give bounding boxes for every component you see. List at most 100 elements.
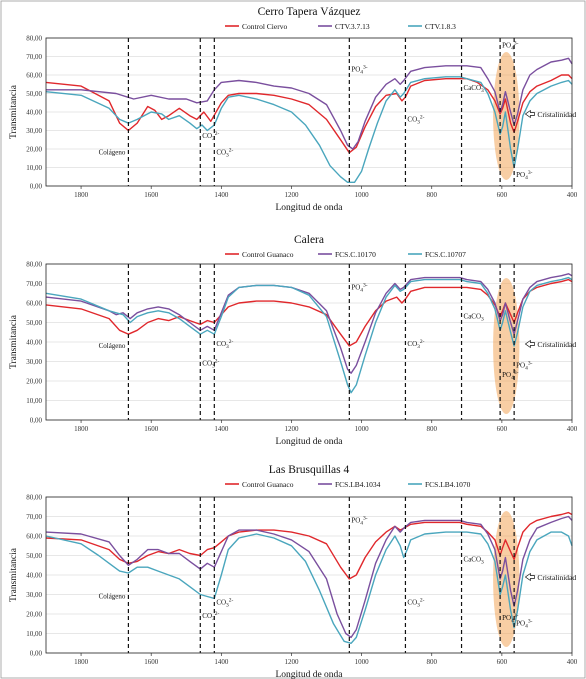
band-annotation: CaCO3 [464, 84, 485, 94]
chart-panel-3: Las Brusquillas 4 Control Guanaco FCS.LB4.… [9, 464, 578, 679]
band-annotation: CO32- [407, 339, 424, 350]
chart-panel-1: Cerro Tapera Vázquez Control Ciervo CTV.3.… [9, 6, 578, 213]
band-annotation: PO43- [502, 370, 518, 381]
band-annotation: CaCO3 [464, 313, 485, 323]
plot-frame [45, 263, 573, 421]
crystallinity-highlight [493, 278, 520, 414]
y-tick-label: 20,00 [26, 146, 42, 154]
crystallinity-label: Cristalinidad [537, 110, 576, 119]
y-tick-label: 0,00 [30, 417, 43, 425]
legend-entry: FCS.LB4.1034 [335, 480, 381, 489]
y-tick-label: 0,00 [30, 183, 43, 191]
series-line [45, 511, 573, 580]
legend-entry: CTV.3.7.13 [335, 22, 370, 31]
band-annotation: CO32- [407, 597, 424, 608]
x-tick-label: 800 [426, 658, 437, 666]
y-tick-label: 20,00 [26, 611, 42, 619]
y-tick-label: 10,00 [26, 397, 42, 405]
band-annotation: Colágeno [99, 149, 126, 157]
series-line [45, 276, 573, 394]
legend-entry: CTV.1.8.3 [425, 22, 456, 31]
x-tick-label: 400 [567, 658, 578, 666]
y-tick-label: 70,00 [26, 280, 42, 288]
band-annotation: PO43- [351, 515, 367, 526]
x-tick-label: 600 [497, 425, 508, 433]
x-axis-label: Longitud de onda [275, 670, 343, 679]
chart-title: Las Brusquillas 4 [269, 464, 350, 476]
y-tick-label: 10,00 [26, 630, 42, 638]
x-tick-label: 400 [567, 191, 578, 199]
y-tick-label: 50,00 [26, 552, 42, 560]
series-line [45, 531, 573, 644]
series-line [45, 76, 573, 183]
y-tick-label: 80,00 [26, 35, 42, 43]
x-tick-label: 400 [567, 425, 578, 433]
band-annotation: Colágeno [99, 342, 126, 350]
y-tick-label: 70,00 [26, 513, 42, 521]
y-tick-label: 80,00 [26, 494, 42, 502]
x-tick-label: 1400 [214, 191, 229, 199]
band-annotation: PO43- [502, 613, 518, 624]
y-axis-label: Transmitancia [9, 547, 19, 602]
legend-entry: Control Guanaco [242, 250, 294, 259]
band-annotation: PO43- [516, 170, 532, 181]
series-line [45, 278, 573, 347]
x-tick-label: 1000 [355, 425, 370, 433]
y-tick-label: 10,00 [26, 164, 42, 172]
x-tick-label: 800 [426, 191, 437, 199]
band-annotation: CO32- [202, 131, 219, 142]
x-tick-label: 1400 [214, 425, 229, 433]
x-tick-label: 800 [426, 425, 437, 433]
band-annotation: CO32- [202, 358, 219, 369]
x-tick-label: 600 [497, 658, 508, 666]
x-tick-label: 600 [497, 191, 508, 199]
x-tick-label: 1200 [284, 658, 299, 666]
y-tick-label: 60,00 [26, 533, 42, 541]
legend-entry: Control Ciervo [242, 22, 287, 31]
y-tick-label: 40,00 [26, 572, 42, 580]
y-tick-label: 70,00 [26, 53, 42, 61]
x-tick-label: 1200 [284, 425, 299, 433]
chart-title: Cerro Tapera Vázquez [258, 6, 361, 18]
crystallinity-arrow-icon [524, 109, 535, 119]
crystallinity-label: Cristalinidad [537, 340, 576, 349]
y-tick-label: 80,00 [26, 261, 42, 269]
band-annotation: CO32- [216, 148, 233, 159]
y-axis-label: Transmitancia [9, 84, 19, 139]
x-tick-label: 1800 [74, 658, 89, 666]
x-tick-label: 1000 [355, 658, 370, 666]
crystallinity-arrow-icon [524, 339, 535, 349]
crystallinity-arrow-icon [524, 572, 535, 582]
band-annotation: CO32- [202, 611, 219, 622]
y-tick-label: 50,00 [26, 90, 42, 98]
legend-entry: FCS.LB4.1070 [425, 480, 471, 489]
crystallinity-label: Cristalinidad [537, 573, 576, 582]
y-tick-label: 20,00 [26, 378, 42, 386]
y-tick-label: 40,00 [26, 339, 42, 347]
legend-entry: Control Guanaco [242, 480, 294, 489]
x-tick-label: 1600 [144, 425, 159, 433]
band-annotation: CO32- [407, 114, 424, 125]
series-line [45, 515, 573, 639]
y-tick-label: 30,00 [26, 127, 42, 135]
y-axis-label: Transmitancia [9, 314, 19, 369]
band-annotation: PO43- [516, 619, 532, 630]
x-tick-label: 1600 [144, 658, 159, 666]
x-tick-label: 1800 [74, 191, 89, 199]
y-tick-label: 40,00 [26, 109, 42, 117]
y-tick-label: 60,00 [26, 300, 42, 308]
x-tick-label: 1000 [355, 191, 370, 199]
band-annotation: CO32- [216, 339, 233, 350]
band-annotation: PO43- [351, 282, 367, 293]
x-tick-label: 1400 [214, 658, 229, 666]
plot-frame [45, 37, 573, 187]
x-axis-label: Longitud de onda [275, 437, 343, 447]
series-line [45, 273, 573, 374]
band-annotation: PO43- [516, 360, 532, 371]
legend-entry: FCS.C.10170 [335, 250, 376, 259]
band-annotation: PO43- [351, 64, 367, 75]
chart-title: Calera [294, 234, 324, 246]
band-annotation: CO32- [216, 597, 233, 608]
